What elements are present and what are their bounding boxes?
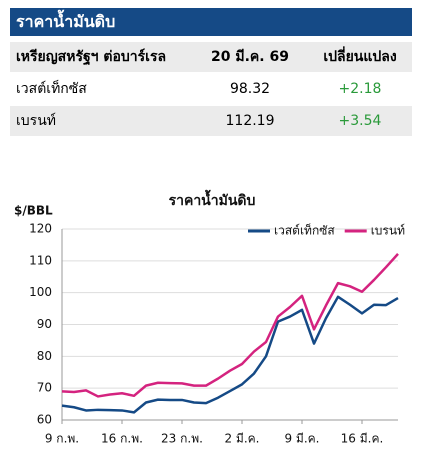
table-row: เบรนท์ 112.19 +3.54 [10,106,412,136]
table-title: ราคาน้ำมันดิบ [10,8,412,36]
cell: +3.54 [338,113,382,129]
x-tick-label: 9 มี.ค. [284,432,319,446]
line [61,295,399,414]
x-tick-label: 23 ก.พ. [161,432,203,446]
x-tick-label: 16 ก.พ. [101,432,143,446]
line [61,253,399,398]
y-tick-label: 90 [37,317,52,331]
x-tick-label: 2 มี.ค. [224,432,259,446]
cell: เบรนท์ [16,113,56,129]
chart-title: ราคาน้ำมันดิบ [169,189,256,209]
x-tick-label: 16 มี.ค. [341,432,384,446]
cell: +2.18 [338,81,382,97]
header-cell: เหรียญสหรัฐฯ ต่อบาร์เรล [16,49,167,65]
y-tick-label: 100 [29,285,52,299]
legend-label: เบรนท์ [371,224,405,238]
header-cell: 20 มี.ค. 69 [211,49,289,65]
x-tick-label: 9 ก.พ. [45,432,79,446]
cell: 98.32 [229,81,271,97]
cell: 112.19 [225,113,275,129]
y-axis-label: $/BBL [14,204,53,218]
y-tick-label: 70 [37,381,52,395]
cell: เวสต์เท็กซัส [16,81,87,97]
legend-label: เวสต์เท็กซัส [274,223,335,238]
header-cell: เปลี่ยนแปลง [323,49,397,65]
y-tick-label: 60 [37,413,52,427]
table-header: เหรียญสหรัฐฯ ต่อบาร์เรล 20 มี.ค. 69 เปลี… [10,42,412,72]
y-tick-label: 110 [29,253,52,267]
y-tick-label: 80 [37,349,52,363]
chart: ราคาน้ำมันดิบ $/BBL 60 70 80 90 100 110 120 9 ก… [14,189,405,446]
table-row: เวสต์เท็กซัส 98.32 +2.18 [10,74,412,104]
y-tick-label: 120 [29,222,52,236]
